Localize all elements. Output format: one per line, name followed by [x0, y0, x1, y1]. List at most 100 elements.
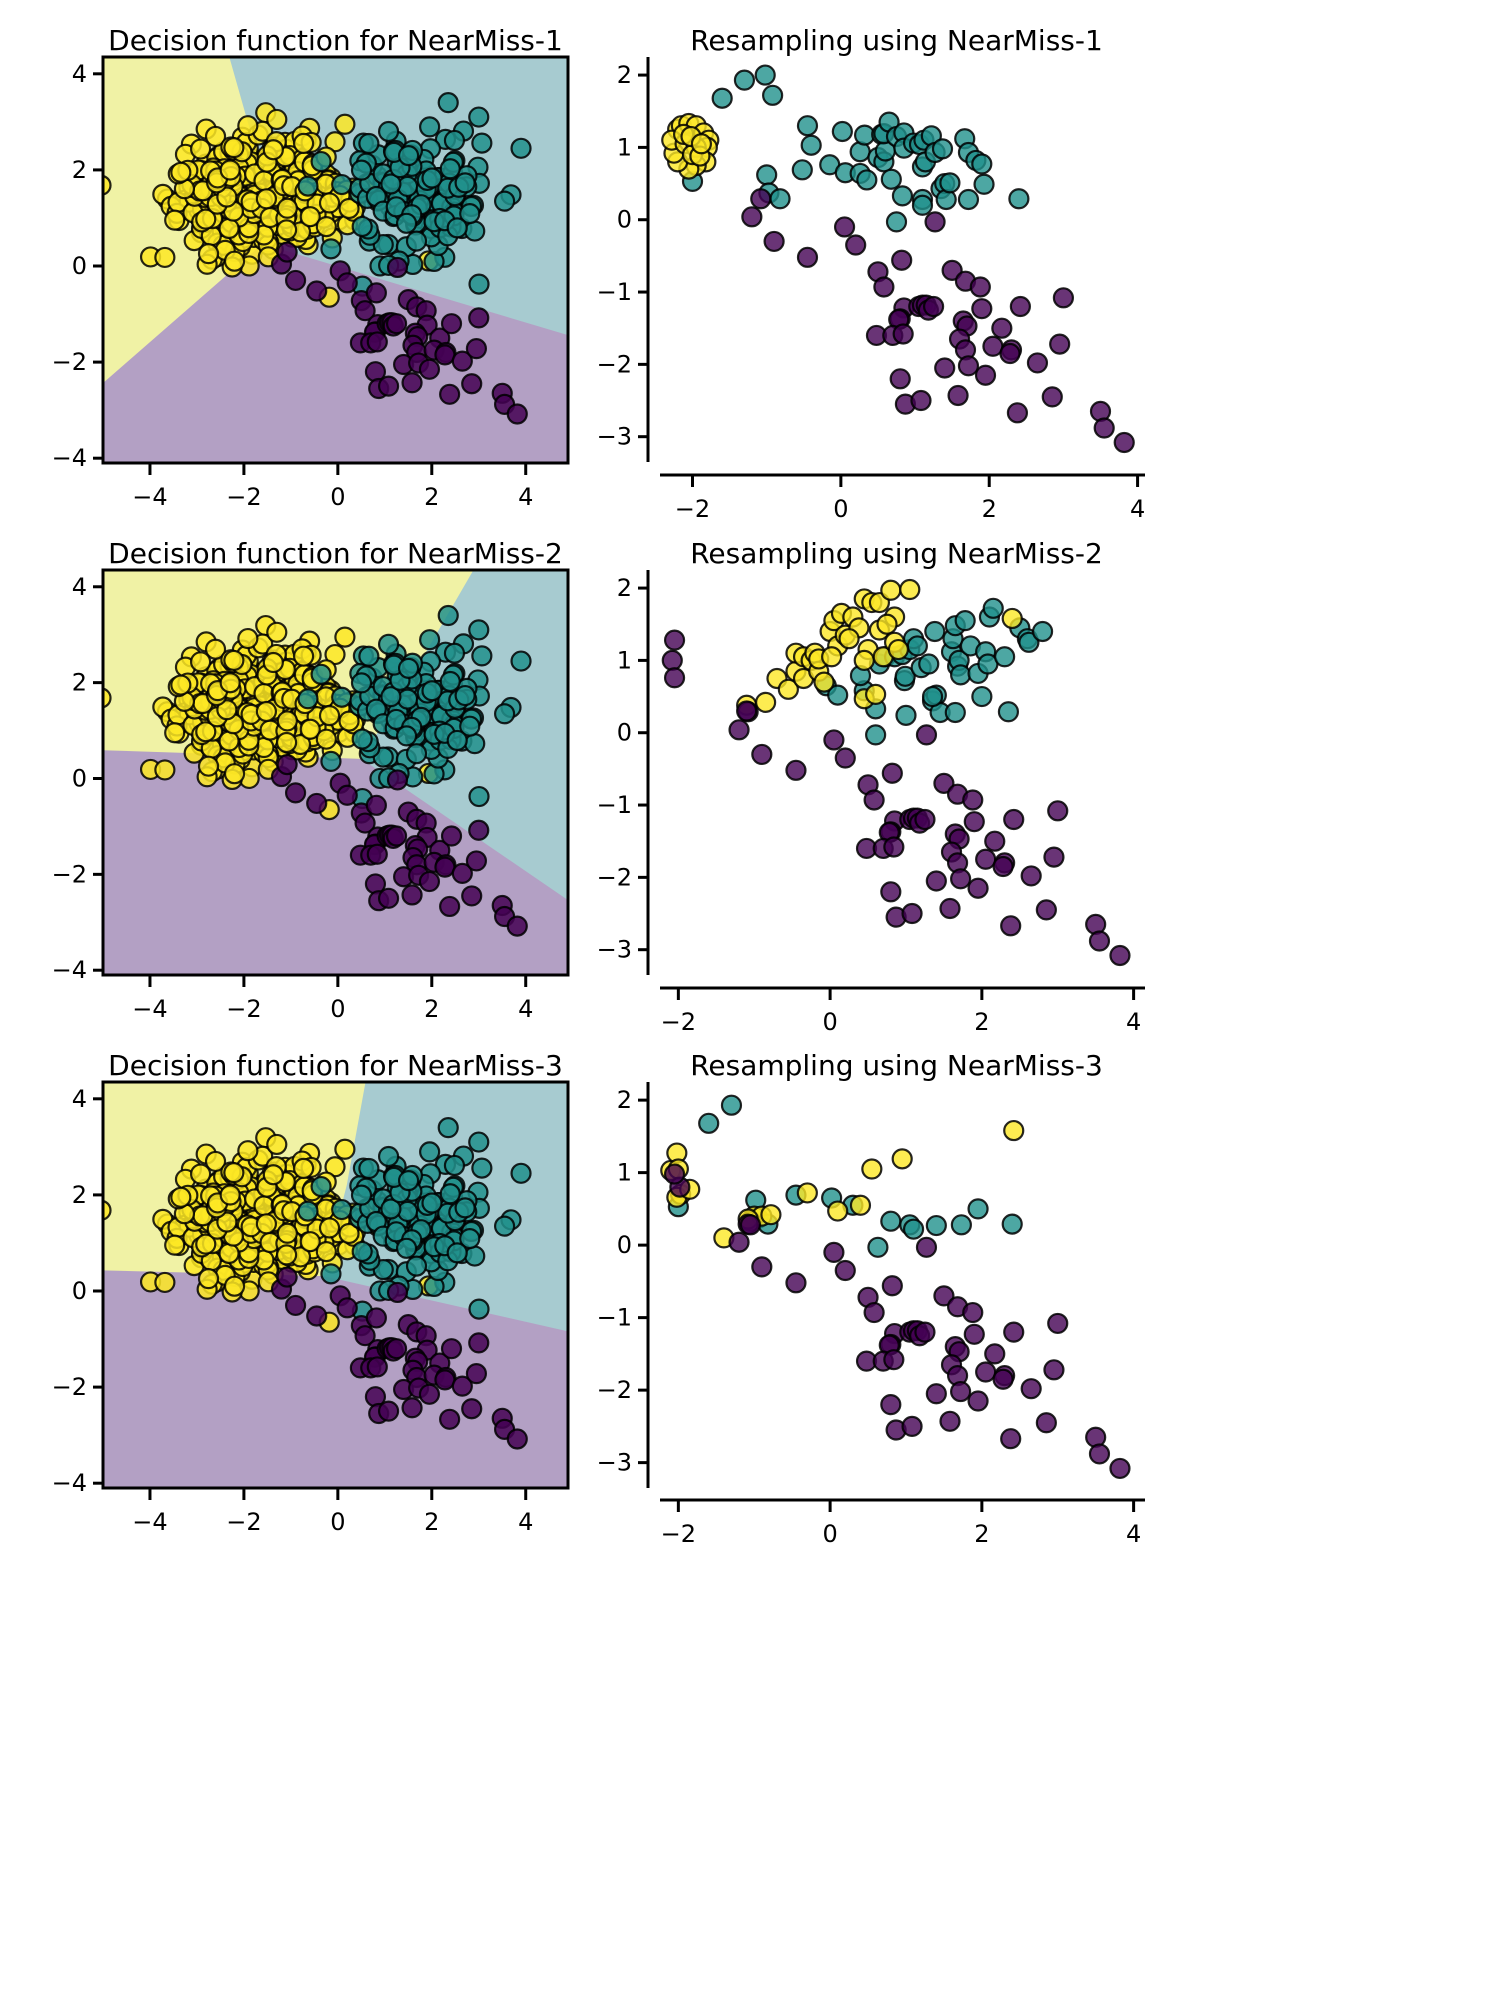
- data-point-class-0: [465, 1363, 488, 1385]
- data-point-class-0: [386, 1281, 409, 1304]
- data-point-class-1: [331, 686, 353, 708]
- data-point-class-0: [915, 1236, 938, 1258]
- data-point-class-1: [973, 173, 995, 195]
- data-point-class-1: [421, 1192, 443, 1214]
- data-point-class-2: [218, 730, 240, 752]
- data-point-class-0: [914, 1321, 936, 1343]
- data-point-class-0: [1113, 431, 1135, 454]
- data-point-class-0: [933, 1285, 955, 1307]
- data-point-class-1: [310, 150, 332, 173]
- data-point-class-1: [493, 703, 516, 725]
- data-point-class-0: [962, 789, 984, 811]
- data-point-class-0: [934, 357, 956, 379]
- data-point-class-0: [386, 769, 409, 791]
- data-point-class-2: [276, 1222, 298, 1244]
- y-tick-label: 1: [617, 133, 632, 161]
- data-point-class-2: [334, 113, 356, 135]
- data-point-class-0: [728, 1231, 750, 1253]
- data-point-class-1: [437, 604, 459, 627]
- data-point-class-0: [465, 338, 488, 360]
- data-point-class-0: [385, 1338, 408, 1360]
- data-point-class-1: [720, 1094, 743, 1116]
- data-point-class-1: [395, 1237, 418, 1259]
- data-point-class-1: [421, 680, 443, 702]
- data-point-class-1: [421, 167, 443, 189]
- data-point-class-1: [997, 701, 1020, 723]
- data-point-class-0: [354, 1325, 376, 1347]
- data-point-class-2: [876, 613, 898, 635]
- data-point-class-1: [895, 704, 917, 726]
- data-point-class-1: [331, 173, 353, 196]
- data-point-class-0: [880, 881, 902, 903]
- y-tick-label: 2: [617, 1086, 632, 1114]
- data-point-class-0: [365, 794, 387, 816]
- x-tick-label: 0: [822, 1520, 837, 1548]
- data-point-class-0: [439, 383, 461, 405]
- data-point-class-1: [358, 132, 380, 155]
- data-point-class-1: [395, 725, 418, 747]
- data-point-class-2: [255, 700, 278, 723]
- data-point-class-0: [880, 1394, 902, 1416]
- data-point-class-0: [336, 1297, 358, 1319]
- y-tick-label: −1: [597, 1304, 632, 1332]
- data-point-class-0: [661, 649, 683, 672]
- data-point-class-0: [663, 667, 686, 689]
- x-tick-label: 2: [982, 495, 997, 523]
- data-point-class-0: [377, 887, 400, 909]
- data-point-class-0: [365, 282, 387, 304]
- data-point-class-0: [833, 216, 856, 238]
- y-tick-label: −2: [597, 350, 632, 378]
- axes-frame: [101, 55, 570, 465]
- y-tick-label: −3: [597, 1449, 632, 1477]
- data-point-class-0: [963, 1323, 985, 1345]
- data-point-class-0: [276, 753, 298, 776]
- data-point-class-1: [865, 724, 887, 746]
- data-point-class-1: [831, 120, 853, 143]
- data-point-class-2: [266, 108, 288, 131]
- data-point-class-2: [760, 1204, 782, 1226]
- data-point-class-2: [299, 1231, 321, 1253]
- data-point-class-1: [454, 172, 476, 194]
- data-point-class-2: [292, 1157, 315, 1179]
- data-point-class-0: [506, 1428, 528, 1450]
- data-point-class-2: [318, 1217, 341, 1239]
- data-point-class-0: [1088, 930, 1111, 952]
- data-point-class-0: [434, 1369, 456, 1391]
- plot-area: [660, 1094, 1131, 1480]
- data-point-class-0: [863, 1301, 885, 1324]
- data-point-class-1: [350, 1184, 373, 1206]
- y-tick-label: −3: [597, 423, 632, 451]
- data-point-class-2: [218, 217, 240, 240]
- data-point-class-0: [468, 1332, 490, 1354]
- data-point-class-1: [468, 273, 490, 295]
- x-tick-label: 0: [330, 483, 345, 511]
- data-point-class-0: [439, 1408, 461, 1430]
- data-point-class-1: [443, 1154, 466, 1177]
- data-point-class-0: [901, 1415, 923, 1437]
- data-point-class-1: [468, 785, 490, 808]
- data-point-class-1: [967, 1198, 989, 1220]
- data-point-class-0: [873, 276, 895, 298]
- data-point-class-2: [292, 132, 315, 154]
- data-point-class-2: [164, 1234, 186, 1256]
- x-tick-label: −4: [132, 995, 167, 1023]
- panel-title: Resampling using NearMiss-3: [690, 1049, 1103, 1082]
- data-point-class-0: [967, 1390, 989, 1412]
- y-tick-label: 1: [617, 646, 632, 674]
- data-point-class-0: [1006, 402, 1029, 424]
- data-point-class-1: [471, 1157, 493, 1179]
- data-point-class-1: [493, 190, 516, 212]
- data-point-class-2: [164, 209, 186, 231]
- data-point-class-2: [223, 250, 246, 272]
- data-point-class-0: [451, 350, 473, 372]
- data-point-class-2: [853, 649, 875, 672]
- data-point-class-1: [446, 217, 468, 239]
- x-tick-label: −2: [226, 1508, 261, 1536]
- data-point-class-1: [994, 646, 1016, 668]
- data-point-class-2: [195, 721, 217, 743]
- data-point-class-0: [728, 719, 750, 741]
- data-point-class-2: [690, 133, 713, 155]
- data-point-class-1: [510, 1162, 532, 1184]
- data-point-class-1: [906, 635, 928, 657]
- data-point-class-0: [957, 355, 980, 377]
